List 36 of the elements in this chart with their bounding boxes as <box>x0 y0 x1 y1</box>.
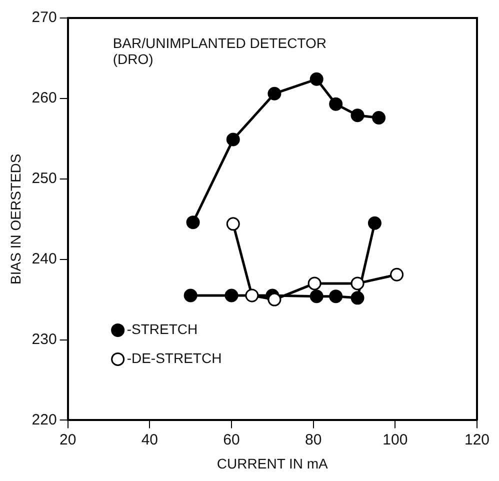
point <box>368 216 382 230</box>
point <box>390 268 404 282</box>
point <box>268 86 282 100</box>
y-tick-label: 260 <box>32 90 57 107</box>
point <box>350 276 364 290</box>
y-axis-title: BIAS IN OERSTEDS <box>7 154 24 284</box>
y-tick-label: 230 <box>32 330 57 348</box>
point <box>245 288 259 302</box>
legend-label: -DE-STRETCH <box>126 350 222 366</box>
point <box>226 132 240 146</box>
text: BAR/UNIMPLANTED DETECTOR (DRO) <box>112 34 326 67</box>
point <box>268 292 282 306</box>
x-tick-label: 100 <box>382 431 408 448</box>
legend-label: -STRETCH <box>126 321 198 338</box>
x-tick-label: 80 <box>304 431 322 448</box>
point <box>310 72 324 86</box>
point <box>308 276 322 290</box>
point <box>350 291 364 305</box>
point <box>310 290 324 304</box>
point <box>226 217 240 231</box>
y-tick-label: 240 <box>32 250 57 268</box>
x-axis-title: CURRENT IN mA <box>216 455 329 472</box>
x-tick-label: 60 <box>223 431 240 448</box>
point <box>350 108 364 122</box>
point <box>329 97 343 111</box>
x-tick-label: 20 <box>59 431 76 448</box>
point <box>184 288 198 302</box>
point <box>372 110 386 124</box>
point <box>224 288 238 302</box>
y-tick-label: 220 <box>32 411 57 428</box>
y-tick-label: 250 <box>32 170 57 188</box>
point <box>186 216 200 230</box>
x-tick-label: 120 <box>464 431 490 448</box>
y-tick-label: 270 <box>32 9 57 26</box>
point <box>329 290 343 304</box>
x-tick-label: 40 <box>141 431 158 448</box>
